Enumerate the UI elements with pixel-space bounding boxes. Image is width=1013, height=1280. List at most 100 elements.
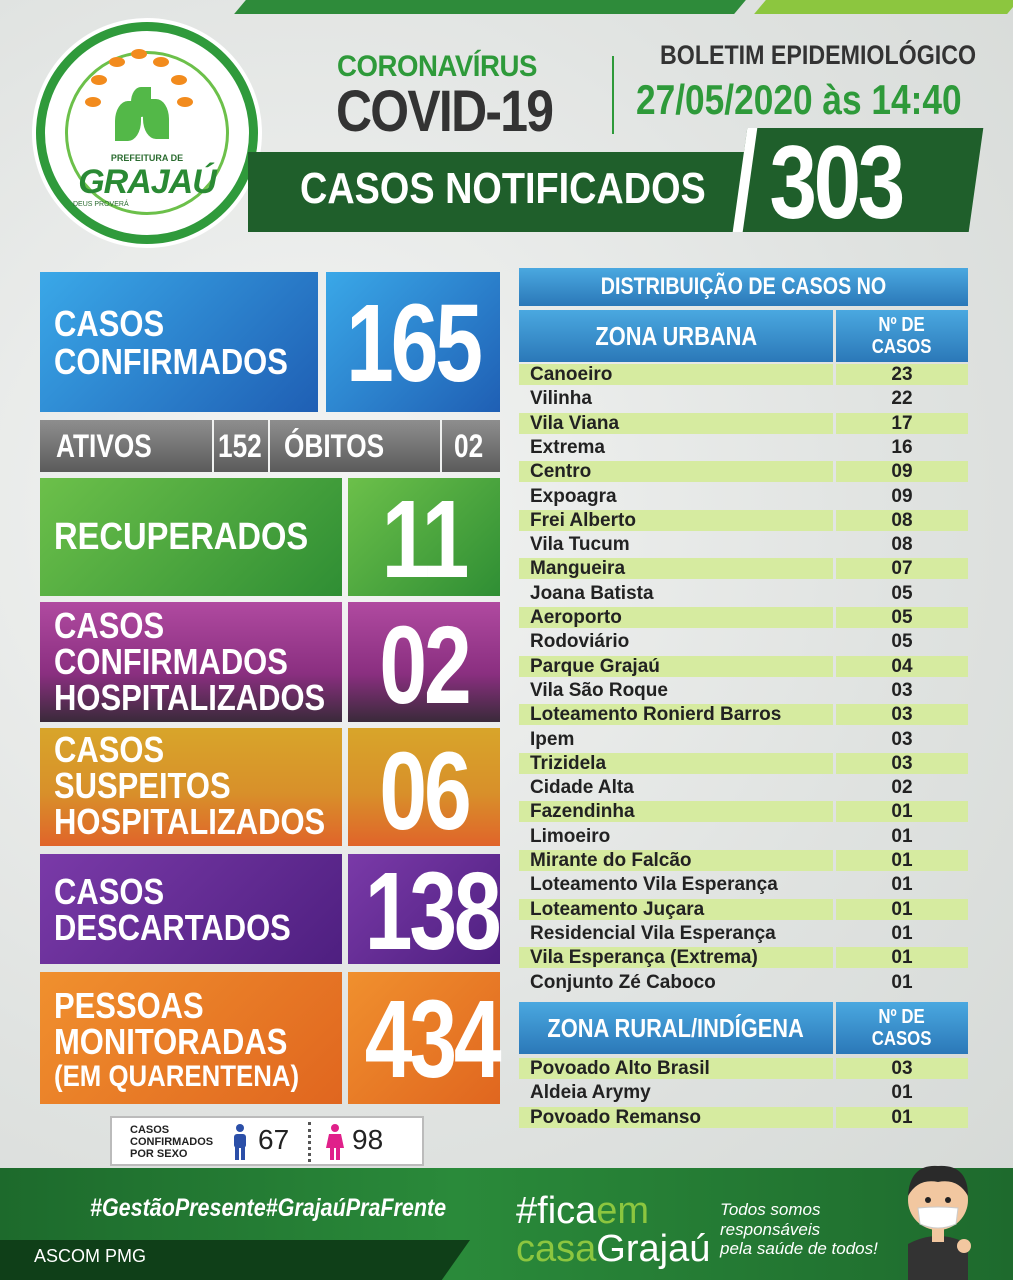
bulletin-datetime: 27/05/2020 às 14:40 (636, 76, 962, 123)
male-icon (234, 1124, 246, 1160)
casa-b: Grajaú (596, 1228, 711, 1270)
rural-case-count: 03 (836, 1058, 968, 1079)
urban-row: Ipem 03 (519, 729, 968, 750)
active-cases-value: 152 (218, 428, 262, 464)
responsibility-message: Todos somos responsáveis pela saúde de t… (720, 1200, 878, 1259)
hosp-susp-label-3: HOSPITALIZADOS (54, 801, 326, 842)
footer-hashtags: #GestãoPresente#GrajaúPraFrente (90, 1194, 447, 1222)
urban-row: Centro 09 (519, 461, 968, 483)
logo-motto: DEUS PROVERÁ (73, 201, 129, 208)
urban-case-count: 05 (891, 631, 913, 653)
rural-location-name: Povoado Remanso (519, 1106, 833, 1128)
urban-count-header-2: CASOS (872, 336, 932, 358)
urban-location-name: Vila Esperança (Extrema) (519, 947, 833, 969)
logo-city-name: GRAJAÚ (78, 163, 217, 201)
active-cases-label: ATIVOS (56, 428, 152, 464)
logo-prefeitura-text: PREFEITURA DE (110, 153, 184, 163)
urban-location-name: Vilinha (530, 388, 592, 410)
discarded-value-box: 138 (348, 850, 502, 973)
urban-location-name: Mangueira (519, 558, 833, 580)
urban-location-name: Aeroporto (519, 607, 833, 628)
urban-case-count: 01 (836, 850, 968, 871)
fica-a: #fica (516, 1190, 597, 1232)
urban-case-count: 01 (836, 947, 968, 969)
hospitalized-confirmed-card: CASOS CONFIRMADOS HOSPITALIZADOS (40, 602, 342, 722)
urban-row: Loteamento Vila Esperança 01 (519, 874, 968, 895)
rural-case-count: 01 (891, 1082, 913, 1104)
fica-b: em (596, 1190, 650, 1232)
urban-row: Mangueira 07 (519, 558, 968, 580)
monitored-card: PESSOAS MONITORADAS (EM QUARENTENA) (40, 972, 342, 1104)
urban-case-count: 17 (836, 412, 968, 434)
todos-line-1: Todos somos (720, 1200, 821, 1219)
urban-location-name: Residencial Vila Esperança (530, 922, 776, 944)
sex-label-3: POR SEXO (130, 1148, 188, 1160)
urban-row: Vila Viana 17 (519, 412, 968, 434)
coronavirus-kicker: CORONAVÍRUS (337, 50, 537, 83)
recovered-value: 11 (381, 478, 470, 601)
rural-location-name: Aldeia Arymy (530, 1082, 651, 1104)
urban-case-count: 01 (891, 922, 913, 944)
urban-case-count: 05 (891, 582, 913, 604)
urban-case-count: 03 (836, 704, 968, 726)
urban-case-count: 16 (891, 436, 913, 458)
deaths-value: 02 (454, 428, 484, 464)
hosp-conf-label-3: HOSPITALIZADOS (54, 677, 326, 718)
distribution-table-title: DISTRIBUIÇÃO DE CASOS NO MUNICÍPIO (519, 268, 968, 338)
fica-em-text: #ficaem (516, 1190, 649, 1233)
female-count: 98 (352, 1124, 384, 1155)
confirmed-label-2: CONFIRMADOS (54, 341, 288, 382)
urban-location-name: Mirante do Falcão (519, 850, 833, 871)
urban-case-count: 01 (891, 825, 913, 847)
urban-case-count: 04 (836, 655, 968, 677)
notified-cases-box: 303 (732, 125, 984, 241)
todos-line-2: responsáveis (720, 1219, 821, 1239)
casa-grajau-text: casaGrajaú (516, 1228, 710, 1271)
hospitalized-suspect-card: CASOS SUSPEITOS HOSPITALIZADOS (40, 728, 342, 846)
urban-location-name: Loteamento Juçara (519, 898, 833, 920)
hospitalized-suspect-value-box: 06 (348, 728, 500, 853)
urban-location-name: Limoeiro (530, 825, 611, 847)
urban-row: Vilinha 22 (519, 388, 968, 409)
active-cases-value-box: 152 (214, 420, 268, 472)
urban-row: Rodoviário 05 (519, 631, 968, 652)
urban-case-count: 23 (836, 364, 968, 385)
urban-case-count: 08 (891, 534, 913, 556)
urban-case-count: 01 (836, 801, 968, 823)
todos-line-3: pela saúde de todos! (720, 1239, 878, 1259)
urban-case-count: 01 (836, 898, 968, 920)
urban-location-name: Ipem (530, 728, 575, 750)
footer-ascom: ASCOM PMG (34, 1246, 147, 1266)
urban-location-name: Vila Viana (519, 412, 833, 434)
urban-location-name: Parque Grajaú (519, 655, 833, 677)
header-divider (612, 56, 614, 134)
male-count: 67 (258, 1124, 290, 1155)
urban-location-name: Loteamento Vila Esperança (530, 874, 778, 896)
confirmed-cases-value: 165 (346, 282, 483, 405)
urban-row: Vila São Roque 03 (519, 680, 968, 701)
deaths-value-box: 02 (442, 420, 500, 472)
urban-location-name: Fazendinha (519, 801, 833, 823)
rural-row: Aldeia Arymy 01 (519, 1082, 968, 1103)
bulletin-title: BOLETIM EPIDEMIOLÓGICO (660, 40, 977, 70)
urban-location-name: Vila São Roque (530, 679, 668, 701)
discarded-value: 138 (364, 850, 502, 973)
urban-row: Expoagra 09 (519, 486, 968, 507)
urban-row: Aeroporto 05 (519, 607, 968, 628)
rural-row: Povoado Alto Brasil 03 (519, 1058, 968, 1079)
casa-a: casa (516, 1228, 597, 1270)
rural-row: Povoado Remanso 01 (519, 1106, 968, 1128)
urban-count-header-1: Nº DE (878, 314, 926, 336)
urban-row: Fazendinha 01 (519, 801, 968, 823)
urban-row: Conjunto Zé Caboco 01 (519, 972, 968, 993)
urban-location-name: Rodoviário (530, 631, 630, 653)
sex-label-1: CASOS (130, 1124, 170, 1136)
sex-label-2: CONFIRMADOS (130, 1136, 214, 1148)
urban-case-count: 07 (836, 558, 968, 580)
urban-case-count: 05 (836, 607, 968, 628)
urban-row: Joana Batista 05 (519, 583, 968, 604)
rural-count-header: Nº DE CASOS (836, 1002, 968, 1054)
urban-row: Limoeiro 01 (519, 826, 968, 847)
recovered-card: RECUPERADOS (40, 478, 342, 596)
urban-location-name: Centro (519, 461, 833, 483)
